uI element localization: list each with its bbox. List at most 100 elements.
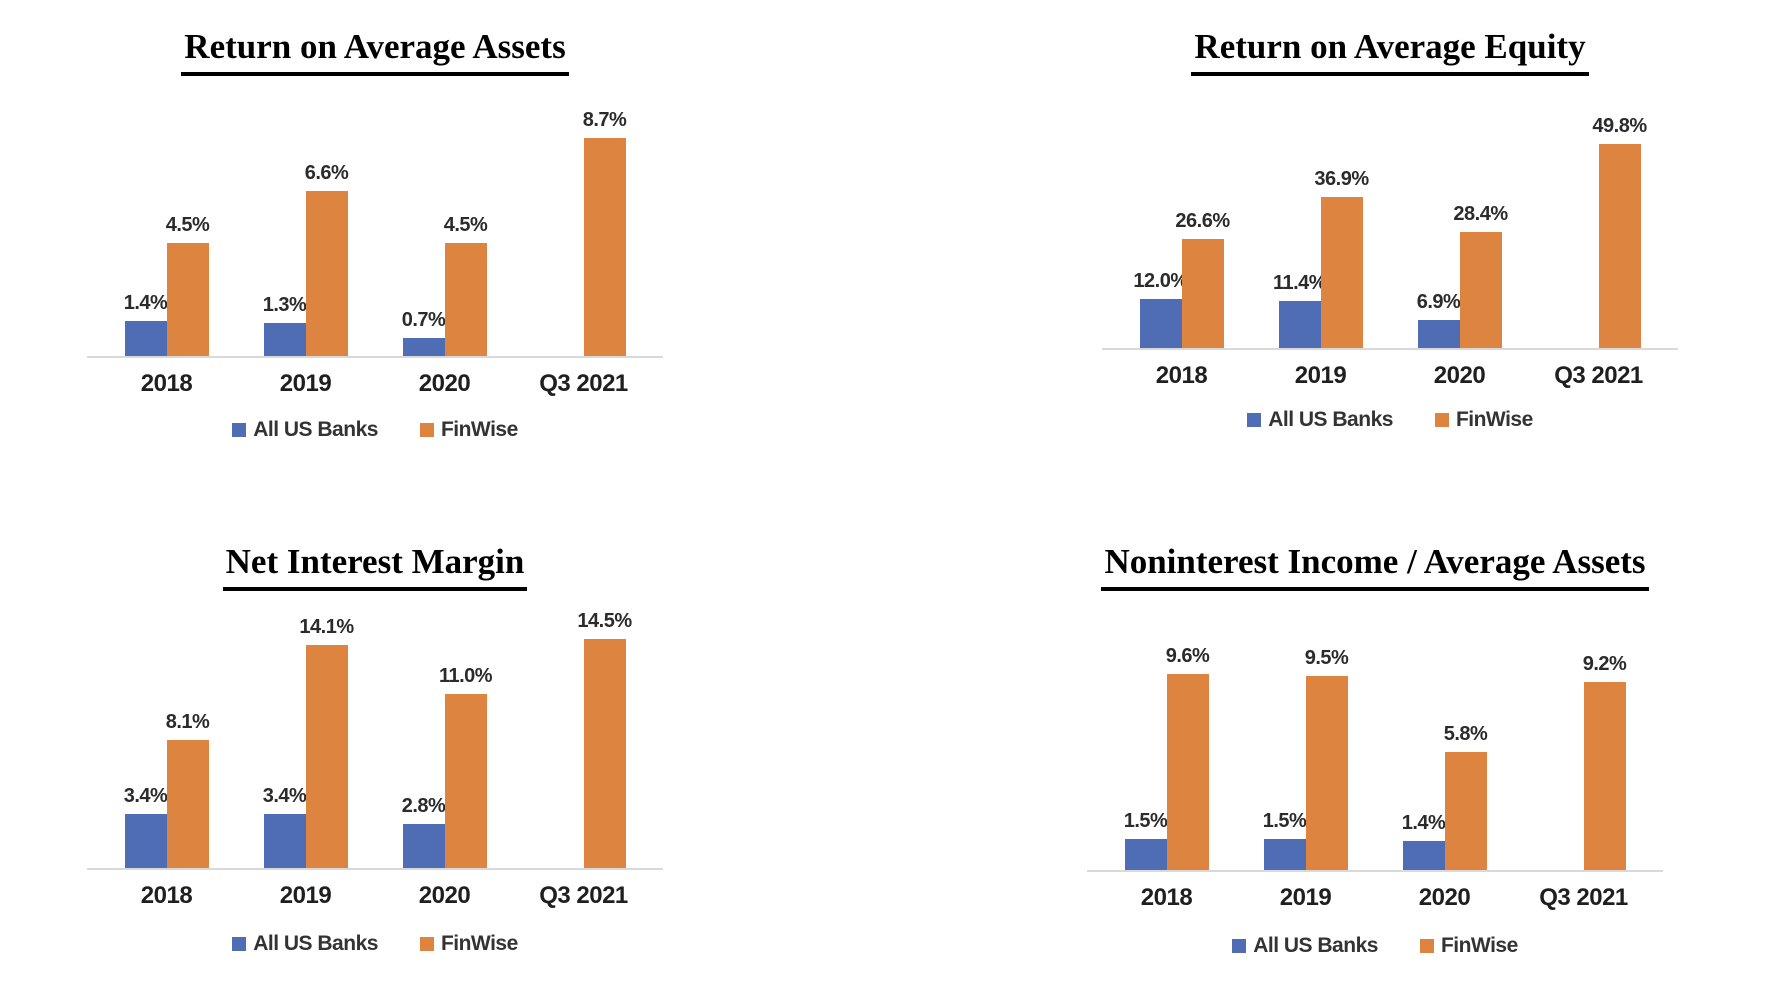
x-axis: 2018 2019 2020 Q3 2021 — [97, 882, 653, 912]
bar-data-label: 3.4% — [262, 785, 307, 807]
chart-title-wrap: Return on Average Assets — [45, 27, 705, 76]
bar-data-label: 0.7% — [401, 309, 446, 331]
bar-group-2020: 1.4% 5.8% — [1402, 644, 1488, 872]
legend-item-all-us-banks: All US Banks — [232, 932, 378, 956]
bar-group-2020: 6.9% 28.4% — [1417, 114, 1508, 350]
x-tick-label-q3-2021: Q3 2021 — [539, 370, 628, 397]
bar-all-us-banks-2019 — [263, 323, 306, 356]
bar-all-us-banks-2020 — [402, 338, 445, 356]
chart-noninterest-income-average-assets: Noninterest Income / Average Assets 1.5%… — [1035, 525, 1715, 970]
plot-area: 3.4% 8.1% 3.4% 14.1% 2.8% 11.0% 14.5% — [87, 609, 663, 870]
bar-data-label: 9.5% — [1304, 647, 1349, 669]
legend-label: All US Banks — [253, 932, 378, 955]
bar-group-2018: 12.0% 26.6% — [1133, 114, 1230, 350]
bar-group-q3-2021: 14.5% — [542, 609, 632, 870]
legend-swatch — [419, 937, 434, 951]
bar-group-2018: 3.4% 8.1% — [124, 609, 210, 870]
bar-data-label: 26.6% — [1175, 210, 1230, 232]
x-tick-label-2020: 2020 — [1433, 362, 1486, 389]
legend-swatch — [1419, 939, 1434, 953]
x-tick-label-2018: 2018 — [1140, 884, 1193, 911]
bar-finwise-q3-2021 — [583, 138, 626, 356]
bar-data-label: 36.9% — [1314, 168, 1369, 190]
x-tick-label-2019: 2019 — [1294, 362, 1347, 389]
bar-all-us-banks-2020 — [402, 824, 445, 868]
bar-data-label: 1.3% — [262, 294, 307, 316]
x-tick-label-2019: 2019 — [279, 370, 332, 397]
legend: All US Banks FinWise — [45, 418, 705, 442]
bar-data-label: 14.1% — [299, 616, 354, 638]
plot-area: 1.5% 9.6% 1.5% 9.5% 1.4% 5.8% 9.2% — [1087, 644, 1663, 872]
legend-swatch — [232, 423, 247, 437]
bar-all-us-banks-2020 — [1402, 841, 1445, 870]
legend-label: FinWise — [1440, 934, 1518, 957]
x-axis-line — [87, 868, 663, 870]
x-tick-label-q3-2021: Q3 2021 — [539, 882, 628, 909]
bar-data-label: 12.0% — [1133, 270, 1188, 292]
bar-finwise-q3-2021 — [583, 639, 626, 868]
x-tick-label-2019: 2019 — [279, 882, 332, 909]
x-axis-line — [87, 356, 663, 358]
bar-group-2018: 1.5% 9.6% — [1124, 644, 1210, 872]
bar-data-label: 1.4% — [1401, 812, 1446, 834]
bar-data-label: 4.5% — [443, 214, 488, 236]
x-axis: 2018 2019 2020 Q3 2021 — [1097, 884, 1653, 914]
chart-title: Noninterest Income / Average Assets — [1101, 542, 1649, 591]
legend-item-all-us-banks: All US Banks — [1247, 408, 1393, 432]
bar-all-us-banks-2018 — [1124, 839, 1167, 870]
bar-group-2019: 1.5% 9.5% — [1263, 644, 1349, 872]
x-tick-label-2020: 2020 — [1418, 884, 1471, 911]
legend-swatch — [232, 937, 247, 951]
x-tick-label-2018: 2018 — [1155, 362, 1208, 389]
bar-all-us-banks-2019 — [1263, 839, 1306, 870]
bar-finwise-2019 — [305, 645, 348, 868]
bar-all-us-banks-2018 — [124, 321, 167, 356]
x-tick-label-2019: 2019 — [1279, 884, 1332, 911]
legend: All US Banks FinWise — [1035, 934, 1715, 958]
bar-data-label: 5.8% — [1443, 723, 1488, 745]
bar-finwise-2018 — [166, 243, 209, 356]
legend-item-finwise: FinWise — [1434, 408, 1533, 432]
bar-data-label: 1.5% — [1262, 810, 1307, 832]
bar-data-label: 8.7% — [582, 109, 627, 131]
x-tick-label-q3-2021: Q3 2021 — [1554, 362, 1643, 389]
legend: All US Banks FinWise — [1060, 408, 1720, 432]
bar-group-q3-2021: 8.7% — [542, 108, 627, 358]
bar-all-us-banks-2019 — [263, 814, 306, 868]
bar-group-2019: 11.4% 36.9% — [1273, 114, 1369, 350]
chart-title-wrap: Return on Average Equity — [1060, 27, 1720, 76]
legend-label: All US Banks — [253, 418, 378, 441]
bar-data-label: 1.5% — [1123, 810, 1168, 832]
bar-group-2020: 2.8% 11.0% — [402, 609, 493, 870]
bar-data-label: 1.4% — [123, 292, 168, 314]
bar-finwise-2018 — [1181, 239, 1224, 348]
legend-label: All US Banks — [1268, 408, 1393, 431]
bar-finwise-2019 — [1305, 676, 1348, 870]
bar-group-2019: 1.3% 6.6% — [263, 108, 349, 358]
bar-data-label: 2.8% — [401, 795, 446, 817]
bar-group-q3-2021: 49.8% — [1557, 114, 1647, 350]
legend-label: All US Banks — [1253, 934, 1378, 957]
x-axis: 2018 2019 2020 Q3 2021 — [97, 370, 653, 400]
bar-finwise-q3-2021 — [1583, 682, 1626, 870]
bar-finwise-2020 — [1459, 232, 1502, 348]
x-axis-line — [1087, 870, 1663, 872]
chart-return-on-average-equity: Return on Average Equity 12.0% 26.6% 11.4%… — [1060, 22, 1720, 455]
bar-finwise-2019 — [305, 191, 348, 356]
bar-data-label: 14.5% — [577, 610, 632, 632]
x-tick-label-q3-2021: Q3 2021 — [1539, 884, 1628, 911]
bar-data-label: 28.4% — [1453, 203, 1508, 225]
bar-finwise-2020 — [444, 694, 487, 868]
legend-item-all-us-banks: All US Banks — [232, 418, 378, 442]
chart-title: Net Interest Margin — [222, 542, 528, 591]
chart-title: Return on Average Equity — [1191, 27, 1589, 76]
bar-data-label: 6.9% — [1416, 291, 1461, 313]
legend: All US Banks FinWise — [45, 932, 705, 956]
chart-title-wrap: Net Interest Margin — [45, 542, 705, 591]
bar-group-q3-2021: 9.2% — [1542, 644, 1627, 872]
bar-data-label: 9.2% — [1582, 653, 1627, 675]
chart-net-interest-margin: Net Interest Margin 3.4% 8.1% 3.4% 14.1% 2.8… — [45, 525, 705, 970]
bar-all-us-banks-2020 — [1417, 320, 1460, 348]
bar-data-label: 8.1% — [165, 711, 210, 733]
legend-item-finwise: FinWise — [1419, 934, 1518, 958]
